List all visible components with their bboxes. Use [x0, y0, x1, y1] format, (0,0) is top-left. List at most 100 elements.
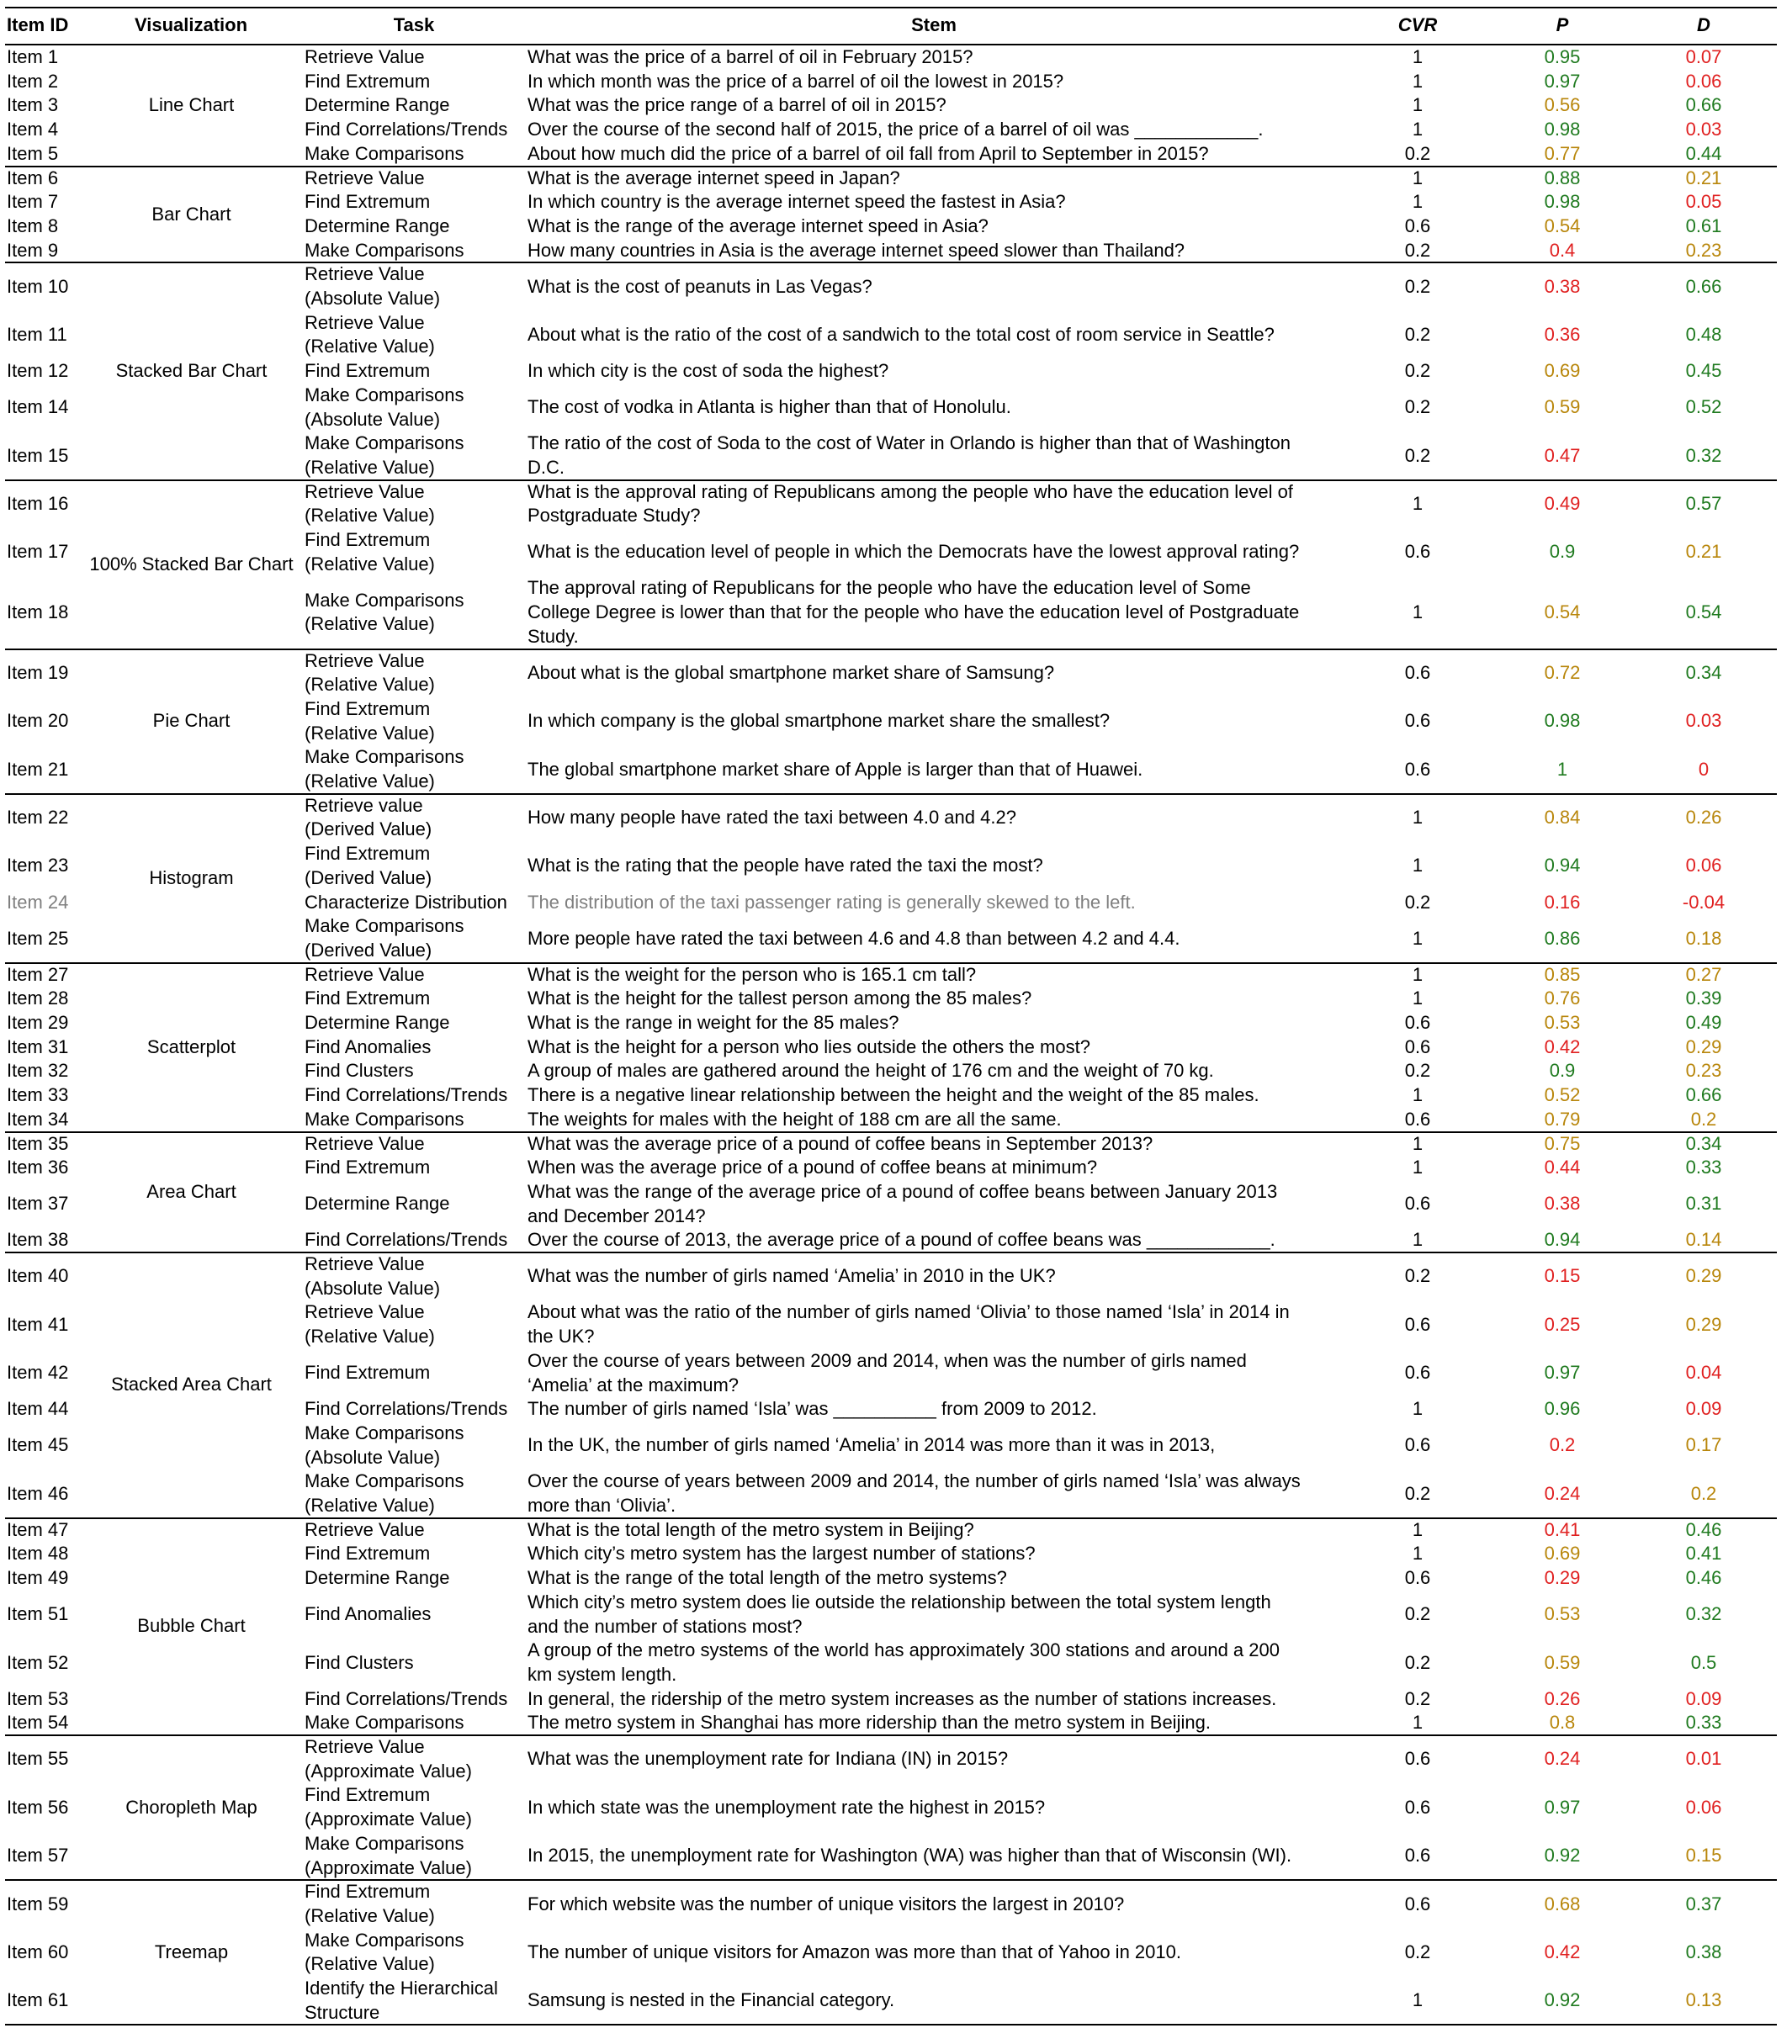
- task-cell: Find Extremum (Relative Value): [305, 528, 525, 576]
- p-value: 0.97: [1544, 1362, 1581, 1384]
- stem-cell: About what is the global smartphone mark…: [528, 649, 1369, 697]
- task-line: (Derived Value): [305, 939, 432, 961]
- stem-line: The metro system in Shanghai has more ri…: [528, 1712, 1211, 1734]
- item-id-cell: Item 25: [7, 927, 69, 949]
- p-value: 0.86: [1544, 927, 1581, 949]
- visualization-label: Scatterplot: [146, 1035, 236, 1057]
- table-row: Item 42 Find Extremum Over the course of y…: [0, 1349, 1792, 1397]
- cvr-value: 0.6: [1404, 1748, 1431, 1770]
- item-id-cell: Item 57: [7, 1845, 69, 1867]
- task-line: (Relative Value): [305, 553, 435, 575]
- stem-line: How many people have rated the taxi betw…: [528, 807, 1016, 829]
- task-line: (Absolute Value): [305, 288, 441, 309]
- cvr-value: 0.2: [1404, 1941, 1431, 1962]
- cvr-value: 0.2: [1404, 1482, 1431, 1504]
- task-cell: Find Extremum (Relative Value): [305, 1880, 525, 1928]
- item-id-cell: Item 10: [7, 275, 69, 297]
- stem-line: In which company is the global smartphon…: [528, 710, 1111, 732]
- task-line: Make Comparisons: [305, 1929, 464, 1951]
- task-line: (Derived Value): [305, 866, 432, 888]
- task-cell: Retrieve Value: [305, 167, 525, 191]
- cvr-value: 0.6: [1404, 1035, 1431, 1057]
- task-cell: Make Comparisons: [305, 1108, 525, 1132]
- d-value: 0.2: [1690, 1482, 1717, 1504]
- p-value: 0.9: [1549, 1060, 1576, 1082]
- stem-line: What was the number of girls named ‘Amel…: [528, 1265, 1056, 1287]
- p-value: 0.75: [1544, 1132, 1581, 1154]
- table-row: Item 24 Characterize Distribution The dist…: [0, 891, 1792, 915]
- cvr-value: 0.6: [1404, 541, 1431, 563]
- d-value: 0.29: [1685, 1313, 1722, 1335]
- item-id-cell: Item 61: [7, 1989, 69, 2011]
- task-cell: Retrieve Value: [305, 45, 525, 70]
- d-value: 0.52: [1685, 396, 1722, 418]
- d-value: 0.61: [1685, 214, 1722, 236]
- task-line: Find Extremum: [305, 1881, 431, 1903]
- cvr-value: 1: [1412, 1518, 1424, 1540]
- task-line: (Relative Value): [305, 456, 435, 478]
- p-value: 0.92: [1544, 1845, 1581, 1867]
- stem-cell: Which city’s metro system has the larges…: [528, 1542, 1369, 1566]
- cvr-value: 0.6: [1404, 1012, 1431, 1033]
- task-cell: Make Comparisons (Relative Value): [305, 745, 525, 793]
- p-value: 0.38: [1544, 275, 1581, 297]
- cvr-value: 1: [1412, 1712, 1424, 1734]
- stem-cell: Over the course of the second half of 20…: [528, 118, 1369, 142]
- item-id-cell: Item 54: [7, 1712, 69, 1734]
- cvr-value: 0.6: [1404, 214, 1431, 236]
- task-cell: Determine Range: [305, 1180, 525, 1228]
- item-id-cell: Item 52: [7, 1651, 69, 1673]
- task-line: Retrieve Value: [305, 311, 425, 333]
- table-row: Item 57 Make Comparisons (Approximate Valu…: [0, 1832, 1792, 1880]
- table-row: Item 25 Make Comparisons (Derived Value) Mo…: [0, 914, 1792, 962]
- d-value: 0.32: [1685, 444, 1722, 466]
- stem-cell: The cost of vodka in Atlanta is higher t…: [528, 384, 1369, 432]
- task-cell: Determine Range: [305, 93, 525, 118]
- header-item-id: Item ID: [7, 14, 69, 35]
- task-line: Retrieve Value: [305, 167, 425, 188]
- task-line: Retrieve Value: [305, 963, 425, 985]
- item-id-cell: Item 48: [7, 1543, 69, 1565]
- stem-line: When was the average price of a pound of…: [528, 1157, 1098, 1178]
- cvr-value: 1: [1412, 1989, 1424, 2011]
- d-value: 0.17: [1685, 1434, 1722, 1456]
- stem-cell: Over the course of 2013, the average pri…: [528, 1228, 1369, 1252]
- task-cell: Find Anomalies: [305, 1035, 525, 1060]
- d-value: 0.34: [1685, 1132, 1722, 1154]
- cvr-value: 1: [1412, 492, 1424, 514]
- task-line: Determine Range: [305, 1193, 450, 1215]
- task-line: (Relative Value): [305, 505, 435, 527]
- task-line: Find Extremum: [305, 1157, 431, 1178]
- task-line: (Absolute Value): [305, 1446, 441, 1468]
- table-row: Item 60 Make Comparisons (Relative Value) T…: [0, 1929, 1792, 1977]
- stem-cell: What was the range of the average price …: [528, 1180, 1369, 1228]
- task-cell: Make Comparisons: [305, 142, 525, 167]
- table-row: Item 19 Retrieve Value (Relative Value) Abo…: [0, 649, 1792, 697]
- d-value: 0.07: [1685, 46, 1722, 67]
- cvr-value: 1: [1412, 1132, 1424, 1154]
- task-line: (Relative Value): [305, 1904, 435, 1926]
- visualization-label: Pie Chart: [152, 710, 231, 732]
- table-row: Item 54 Make Comparisons The metro system …: [0, 1711, 1792, 1735]
- visualization-label: Area Chart: [146, 1180, 236, 1202]
- d-value: 0.57: [1685, 492, 1722, 514]
- stem-cell: For which website was the number of uniq…: [528, 1880, 1369, 1928]
- p-value: 0.69: [1544, 360, 1581, 382]
- p-value: 0.76: [1544, 988, 1581, 1009]
- d-value: 0.13: [1685, 1989, 1722, 2011]
- stem-line: What was the range of the average price …: [528, 1180, 1278, 1202]
- stem-cell: The approval rating of Republicans for t…: [528, 576, 1369, 649]
- p-value: 0.98: [1544, 710, 1581, 732]
- table-row: Item 28 Find Extremum What is the height f…: [0, 987, 1792, 1011]
- p-value: 0.24: [1544, 1748, 1581, 1770]
- task-cell: Make Comparisons (Relative Value): [305, 432, 525, 479]
- d-value: 0.38: [1685, 1941, 1722, 1962]
- p-value: 0.92: [1544, 1989, 1581, 2011]
- task-line: Make Comparisons: [305, 746, 464, 768]
- cvr-value: 0.2: [1404, 1265, 1431, 1287]
- group-separator-rule: [5, 648, 1777, 650]
- item-id-cell: Item 31: [7, 1035, 69, 1057]
- item-id-cell: Item 51: [7, 1603, 69, 1625]
- task-cell: Retrieve Value (Relative Value): [305, 1300, 525, 1348]
- d-value: 0.34: [1685, 661, 1722, 683]
